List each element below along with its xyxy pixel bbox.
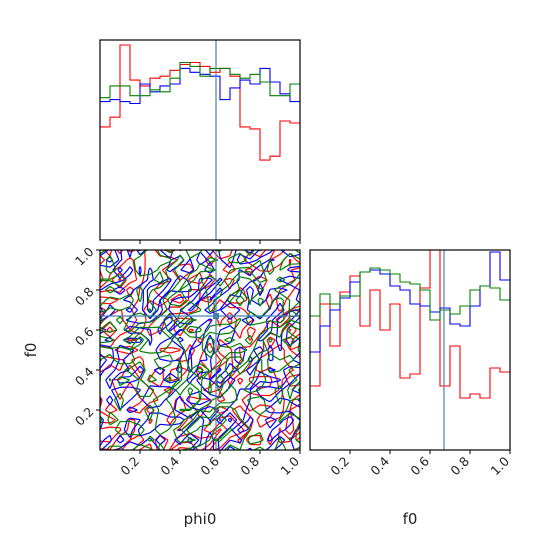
f0-histogram-panel: 0.2 0.4 0.6 0.8 1.0 [309,249,512,479]
scatter-ytick-label: 1.0 [72,244,97,269]
scatter-xtick-label: 0.2 [117,454,142,479]
scatter-ytick-label: 0.2 [72,404,97,429]
phi0-f0-contour-panel: 0.2 0.4 0.6 0.8 1.0 0.2 0.4 0.6 0.8 1.0 [72,244,302,478]
contour-series-0-level-0 [100,250,300,450]
scatter-xtick-label: 0.6 [197,453,222,478]
contour-series-2-level-1 [100,250,300,450]
y-axis-label-f0: f0 [22,343,40,358]
x-axis-label-phi0: phi0 [184,510,217,528]
f0-hist-series-0 [310,249,510,399]
scatter-xtick-label: 0.8 [237,453,262,478]
scatter-ytick-label: 0.6 [72,324,97,349]
phi0-hist-frame [99,39,301,241]
f0-hist-frame [309,249,511,451]
phi0-histogram-panel [99,39,301,244]
phi0-hist-series-2 [100,61,300,99]
scatter-ytick-label: 0.4 [72,364,97,389]
scatter-frame [99,249,301,451]
f0-hist-series-1 [310,251,510,353]
truth-marker [213,313,219,319]
scatter-ytick-label: 0.8 [72,284,97,309]
scatter-xtick-label: 1.0 [277,453,302,478]
phi0-hist-series-0 [100,44,300,161]
f0-hist-xtick-label: 0.4 [367,453,392,478]
contour-group [100,250,300,450]
scatter-xtick-label: 0.4 [157,453,182,478]
f0-hist-series-2 [310,267,510,321]
x-axis-label-f0: f0 [403,510,418,528]
f0-hist-xtick-label: 0.6 [407,453,432,478]
f0-hist-xtick-label: 1.0 [487,453,512,478]
f0-hist-xtick-label: 0.2 [327,454,352,479]
f0-hist-xtick-label: 0.8 [447,453,472,478]
